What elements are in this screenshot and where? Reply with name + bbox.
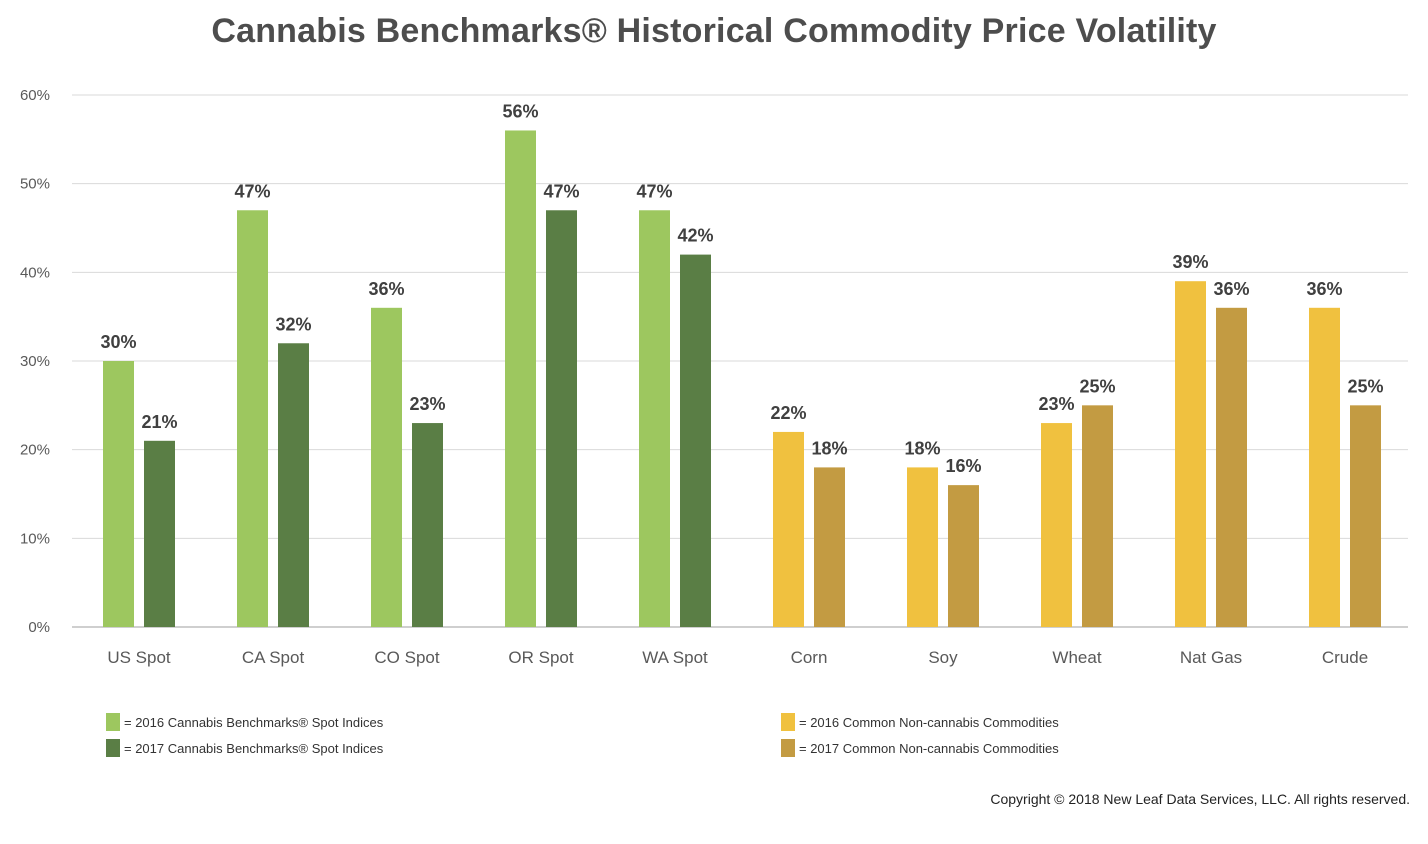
- legend-swatch-2016-cannabis: [106, 713, 120, 731]
- data-label-2017: 21%: [141, 412, 177, 432]
- bar-2016: [907, 467, 938, 627]
- data-label-2016: 39%: [1172, 252, 1208, 272]
- legend-item-2017-cannabis: = 2017 Cannabis Benchmarks® Spot Indices: [106, 735, 383, 761]
- data-label-2016: 47%: [234, 181, 270, 201]
- y-tick-label: 30%: [20, 353, 50, 370]
- x-tick-label: Crude: [1322, 648, 1368, 667]
- bar-chart: 0% 10% 20% 30% 40% 50% 60% 30% 21% US Spot 47% 32% C…: [20, 87, 1408, 667]
- data-label-2016: 47%: [636, 181, 672, 201]
- bar-2016: [773, 431, 804, 627]
- bar-2017: [680, 254, 711, 627]
- bar-2017: [1216, 307, 1247, 627]
- y-tick-label: 10%: [20, 530, 50, 547]
- y-tick-label: 60%: [20, 87, 50, 104]
- bar-2017: [1082, 405, 1113, 627]
- x-tick-label: Corn: [791, 648, 828, 667]
- legend-label-2016-commodities: = 2016 Common Non-cannabis Commodities: [799, 714, 1059, 730]
- data-label-2017: 36%: [1213, 279, 1249, 299]
- legend-swatch-2016-commodities: [781, 713, 795, 731]
- y-tick-label: 50%: [20, 176, 50, 193]
- x-tick-label: OR Spot: [508, 648, 573, 667]
- data-label-2017: 25%: [1079, 376, 1115, 396]
- data-label-2016: 23%: [1038, 394, 1074, 414]
- y-tick-label: 0%: [28, 619, 50, 636]
- legend-item-2016-commodities: = 2016 Common Non-cannabis Commodities: [781, 709, 1059, 735]
- data-label-2016: 36%: [368, 279, 404, 299]
- legend-swatch-2017-cannabis: [106, 739, 120, 757]
- legend-cannabis: = 2016 Cannabis Benchmarks® Spot Indices…: [106, 709, 383, 761]
- bar-2017: [546, 210, 577, 627]
- data-label-2016: 36%: [1306, 279, 1342, 299]
- data-label-2017: 42%: [677, 226, 713, 246]
- bar-2016: [103, 361, 134, 627]
- legend-item-2016-cannabis: = 2016 Cannabis Benchmarks® Spot Indices: [106, 709, 383, 735]
- bar-2017: [814, 467, 845, 627]
- bar-2016: [1041, 423, 1072, 627]
- data-label-2016: 18%: [904, 438, 940, 458]
- bar-2016: [237, 210, 268, 627]
- data-label-2016: 22%: [770, 403, 806, 423]
- data-label-2017: 23%: [409, 394, 445, 414]
- legend-label-2016-cannabis: = 2016 Cannabis Benchmarks® Spot Indices: [124, 714, 384, 730]
- bar-2017: [144, 440, 175, 627]
- legend-label-2017-cannabis: = 2017 Cannabis Benchmarks® Spot Indices: [124, 740, 384, 756]
- bar-2016: [505, 130, 536, 627]
- data-label-2017: 32%: [275, 314, 311, 334]
- bar-2016: [1175, 281, 1206, 627]
- data-label-2017: 16%: [945, 456, 981, 476]
- x-tick-label: Nat Gas: [1180, 648, 1242, 667]
- bar-2017: [1350, 405, 1381, 627]
- legend-swatch-2017-commodities: [781, 739, 795, 757]
- data-label-2016: 30%: [100, 332, 136, 352]
- bar-2016: [371, 307, 402, 627]
- bar-2016: [639, 210, 670, 627]
- x-tick-label: CA Spot: [242, 648, 305, 667]
- x-tick-label: US Spot: [107, 648, 171, 667]
- bar-2017: [278, 343, 309, 627]
- legend-label-2017-commodities: = 2017 Common Non-cannabis Commodities: [799, 740, 1059, 756]
- copyright-notice: Copyright © 2018 New Leaf Data Services,…: [990, 791, 1410, 807]
- bar-2017: [412, 423, 443, 627]
- y-tick-label: 40%: [20, 264, 50, 281]
- bar-2017: [948, 485, 979, 627]
- x-tick-label: WA Spot: [642, 648, 708, 667]
- x-tick-label: Soy: [928, 648, 958, 667]
- chart-title: Cannabis Benchmarks® Historical Commodit…: [211, 12, 1217, 50]
- y-tick-label: 20%: [20, 442, 50, 459]
- legend-item-2017-commodities: = 2017 Common Non-cannabis Commodities: [781, 735, 1059, 761]
- data-label-2017: 25%: [1347, 376, 1383, 396]
- data-label-2017: 18%: [811, 438, 847, 458]
- bar-2016: [1309, 307, 1340, 627]
- data-label-2016: 56%: [502, 101, 538, 121]
- x-tick-label: Wheat: [1052, 648, 1101, 667]
- legend-commodities: = 2016 Common Non-cannabis Commodities =…: [781, 709, 1059, 761]
- x-tick-label: CO Spot: [374, 648, 439, 667]
- data-label-2017: 47%: [543, 181, 579, 201]
